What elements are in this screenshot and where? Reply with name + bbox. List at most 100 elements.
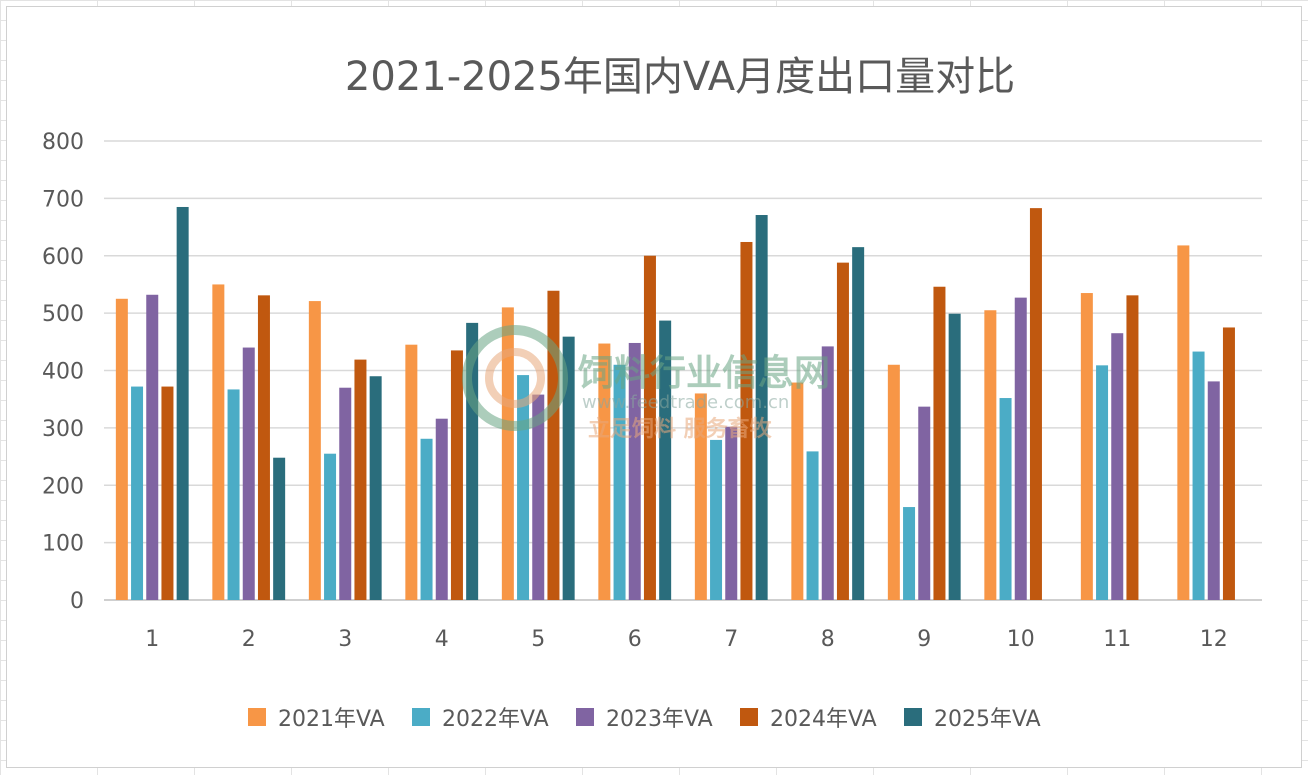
bar[interactable] [176,206,189,600]
y-tick-label: 500 [42,302,84,327]
bar[interactable] [725,426,738,600]
bar[interactable] [115,298,128,600]
bar[interactable] [1111,333,1124,600]
y-tick-label: 800 [42,130,84,155]
bar[interactable] [1080,293,1093,600]
bar[interactable] [161,386,174,600]
bar[interactable] [1014,297,1027,600]
bar[interactable] [532,394,545,600]
bar[interactable] [755,215,768,601]
y-tick-label: 600 [42,245,84,270]
bar[interactable] [659,320,672,600]
bar[interactable] [694,393,707,600]
bar[interactable] [308,301,321,600]
bar[interactable] [405,344,418,600]
bar[interactable] [918,406,931,600]
x-tick-label: 4 [435,627,449,652]
x-tick-label: 1 [145,627,159,652]
bar[interactable] [450,350,463,600]
x-tick-label: 10 [1007,627,1035,652]
bar[interactable] [1177,245,1190,601]
bar[interactable] [339,387,352,600]
bar[interactable] [324,453,337,600]
watermark: 饲料行业信息网 www.feedtrade.com.cn 立足饲料 服务畜牧 [462,325,830,442]
bar[interactable] [517,375,530,600]
bar[interactable] [354,359,367,600]
bar[interactable] [852,247,865,601]
x-tick-label: 3 [338,627,352,652]
y-tick-label: 200 [42,474,84,499]
gridlines [104,140,1262,601]
x-tick-label: 5 [531,627,545,652]
bar[interactable] [628,342,641,600]
bar[interactable] [821,346,834,600]
watermark-slogan: 立足饲料 服务畜牧 [588,416,773,442]
bar[interactable] [710,439,723,600]
watermark-logo-inner-icon [485,348,545,408]
watermark-logo-icon [462,325,568,431]
y-tick-label: 400 [42,360,84,385]
bar[interactable] [212,284,225,600]
legend-swatch [904,708,922,726]
bar[interactable] [420,438,433,600]
bar[interactable] [948,313,961,600]
x-tick-label: 9 [917,627,931,652]
bar[interactable] [836,262,849,600]
legend-label: 2025年VA [934,707,1041,732]
watermark-name: 饲料行业信息网 [578,353,830,394]
x-tick-label: 8 [821,627,835,652]
bar[interactable] [598,343,611,600]
bar[interactable] [740,241,753,601]
bar[interactable] [887,364,900,600]
bar[interactable] [501,307,514,600]
bar[interactable] [242,347,255,600]
chart-title: 2021-2025年国内VA月度出口量对比 [345,54,1015,100]
x-tick-label: 12 [1200,627,1228,652]
bar[interactable] [131,386,144,600]
bar[interactable] [1126,295,1139,600]
x-tick-label: 11 [1103,627,1131,652]
bar[interactable] [999,398,1012,600]
bar[interactable] [1222,327,1235,600]
y-axis-labels: 0 100 200 300 400 500 600 700 800 [42,130,84,614]
x-tick-label: 6 [628,627,642,652]
bar[interactable] [984,310,997,600]
bar[interactable] [643,255,656,600]
x-tick-label: 2 [242,627,256,652]
bar[interactable] [1096,365,1109,600]
bar[interactable] [1029,208,1042,600]
bars [115,206,1235,601]
bar[interactable] [369,376,382,600]
bar[interactable] [435,418,448,600]
bar[interactable] [257,295,270,600]
bar[interactable] [227,389,240,600]
bar[interactable] [806,451,819,600]
legend-label: 2023年VA [606,707,713,732]
watermark-url: www.feedtrade.com.cn [582,392,789,413]
legend-swatch [576,708,594,726]
legend-swatch [248,708,266,726]
x-tick-label: 7 [724,627,738,652]
bar[interactable] [933,286,946,600]
bar[interactable] [613,364,626,600]
bar[interactable] [562,336,575,600]
y-tick-label: 700 [42,187,84,212]
y-tick-label: 100 [42,532,84,557]
bar[interactable] [146,294,159,600]
bar[interactable] [547,290,560,600]
bar[interactable] [273,457,286,600]
bar[interactable] [791,382,804,600]
y-tick-label: 300 [42,417,84,442]
bar[interactable] [1207,381,1220,600]
legend-label: 2021年VA [278,707,385,732]
legend-label: 2024年VA [770,707,877,732]
legend-swatch [412,708,430,726]
legend: 2021年VA 2022年VA 2023年VA 2024年VA 2025年VA [248,707,1041,732]
y-tick-label: 0 [70,589,84,614]
x-axis-labels: 1 2 3 4 5 6 7 8 9 10 11 12 [145,627,1228,652]
bar[interactable] [903,507,916,600]
bar[interactable] [1192,351,1205,600]
legend-swatch [740,708,758,726]
legend-label: 2022年VA [442,707,549,732]
